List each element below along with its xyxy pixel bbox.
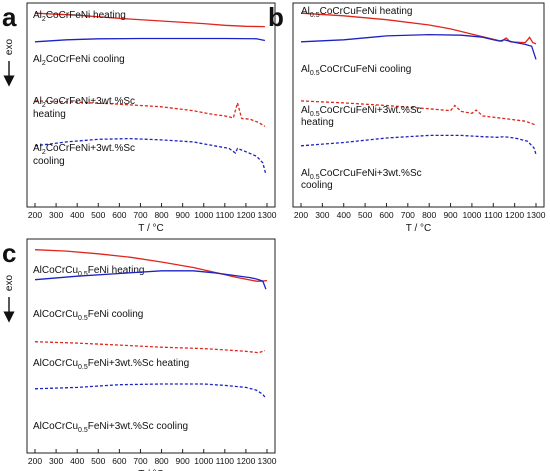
x-tick-label: 300 <box>315 210 329 220</box>
series-label: Al0.5CoCrCuFeNi heating <box>301 6 412 19</box>
series-label: Al0.5CoCrCuFeNi+3wt.%Sc <box>301 105 422 118</box>
x-tick-label: 400 <box>70 210 84 220</box>
x-tick-label: 700 <box>133 210 147 220</box>
plot-frame <box>292 2 545 208</box>
series-label: Al0.5CoCrCuFeNi cooling <box>301 64 411 77</box>
series-label-line2: cooling <box>301 180 333 191</box>
series-label: Al2CoCrFeNi cooling <box>33 54 125 67</box>
panel-a: a 200 300 400 500 600 700 800 900 1000 1100 1200 130… <box>2 2 277 234</box>
x-tick-label: 1000 <box>462 210 481 220</box>
series-line <box>34 249 268 282</box>
x-tick-label: 400 <box>337 210 351 220</box>
series-line <box>300 100 537 126</box>
x-tick-label: 1100 <box>216 456 235 466</box>
exo-label: exo <box>4 275 15 292</box>
x-tick-label: 600 <box>112 210 126 220</box>
series-line <box>300 33 537 60</box>
series-label-line2: heating <box>33 109 66 120</box>
series-line <box>300 134 537 155</box>
x-tick-label: 1000 <box>194 456 213 466</box>
x-tick-label: 1100 <box>216 210 235 220</box>
x-tick-label: 900 <box>176 210 190 220</box>
series-line <box>34 383 267 399</box>
x-tick-label: 1000 <box>194 210 213 220</box>
panel-c: c 200 300 400 500 600 700 800 900 1000 1100 1200 130… <box>2 238 277 471</box>
series-label: AlCoCrCu0.5FeNi+3wt.%Sc cooling <box>33 421 188 434</box>
x-tick-label: 800 <box>154 210 168 220</box>
x-tick-label: 1300 <box>258 210 277 220</box>
x-tick-label: 700 <box>401 210 415 220</box>
series-line <box>34 100 266 127</box>
plot-frame <box>26 238 276 454</box>
x-tick-label: 900 <box>443 210 457 220</box>
x-tick-label: 300 <box>49 210 63 220</box>
series-label-line2: heating <box>301 117 334 128</box>
x-axis-label: T / °C <box>406 223 431 234</box>
x-tick-label: 200 <box>294 210 308 220</box>
x-tick-label: 600 <box>379 210 393 220</box>
plot-frame <box>26 2 276 208</box>
x-tick-label: 500 <box>91 210 105 220</box>
x-tick-label: 800 <box>422 210 436 220</box>
series-label-line2: cooling <box>33 156 65 167</box>
series-line <box>300 12 537 45</box>
x-tick-label: 1100 <box>484 210 503 220</box>
panel-label: b <box>268 2 284 32</box>
panel-label: a <box>2 2 17 32</box>
series-label: Al2CoCrFeNi+3wt.%Sc <box>33 96 135 109</box>
x-tick-label: 1200 <box>236 210 255 220</box>
x-tick-label: 300 <box>49 456 63 466</box>
series-label: Al2CoCrFeNi heating <box>33 10 126 23</box>
x-tick-label: 1200 <box>505 210 524 220</box>
x-tick-label: 700 <box>133 456 147 466</box>
x-tick-label: 500 <box>358 210 372 220</box>
x-tick-label: 1300 <box>258 456 277 466</box>
series-line <box>34 137 267 175</box>
series-line <box>34 37 266 43</box>
panel-b: b 200 300 400 500 600 700 800 900 1000 1100 1200 130… <box>268 2 546 234</box>
x-tick-label: 600 <box>112 456 126 466</box>
x-tick-label: 1200 <box>236 456 255 466</box>
series-line <box>34 12 265 28</box>
exo-label: exo <box>4 39 15 56</box>
x-axis-label: T / °C <box>138 469 163 471</box>
series-line <box>34 270 267 290</box>
x-axis-label: T / °C <box>138 223 163 234</box>
series-label: AlCoCrCu0.5FeNi heating <box>33 265 144 278</box>
x-tick-label: 200 <box>28 210 42 220</box>
x-tick-label: 1300 <box>527 210 546 220</box>
series-label: Al0.5CoCrCuFeNi+3wt.%Sc <box>301 168 422 181</box>
x-tick-label: 900 <box>176 456 190 466</box>
panel-label: c <box>2 238 16 268</box>
x-tick-label: 800 <box>154 456 168 466</box>
series-label: AlCoCrCu0.5FeNi+3wt.%Sc heating <box>33 358 189 371</box>
x-tick-label: 400 <box>70 456 84 466</box>
series-line <box>34 341 266 354</box>
x-tick-label: 200 <box>28 456 42 466</box>
x-tick-label: 500 <box>91 456 105 466</box>
series-label: Al2CoCrFeNi+3wt.%Sc <box>33 143 135 156</box>
series-label: AlCoCrCu0.5FeNi cooling <box>33 309 143 322</box>
